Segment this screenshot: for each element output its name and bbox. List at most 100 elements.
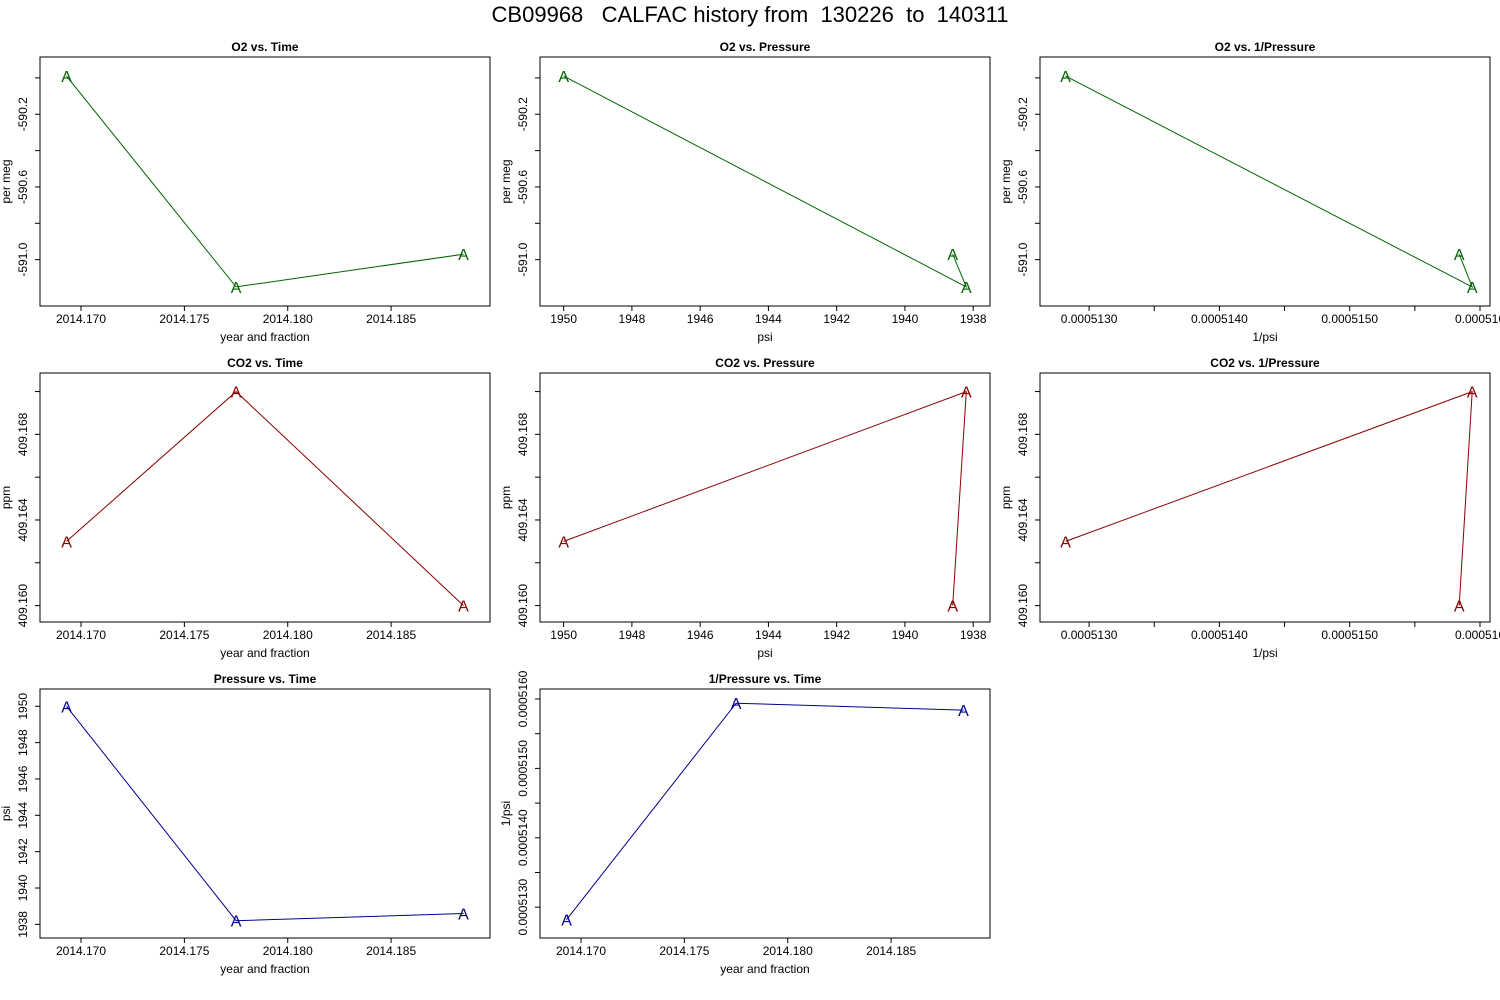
x-tick-label: 0.0005130 (1061, 312, 1118, 326)
x-tick-label: 2014.180 (263, 944, 313, 958)
y-tick-label: -590.6 (1016, 170, 1030, 204)
x-tick-label: 0.0005150 (1321, 312, 1378, 326)
x-tick-label: 1946 (687, 312, 714, 326)
x-tick-label: 1950 (550, 628, 577, 642)
x-tick-label: 2014.180 (263, 312, 313, 326)
x-tick-label: 2014.185 (366, 628, 416, 642)
x-tick-label: 1948 (619, 628, 646, 642)
chart-panel: O2 vs. Pressure 1950 1948 1946 1944 1942 1940 1… (499, 40, 991, 344)
data-point-marker: A (231, 280, 242, 297)
y-tick-label: -590.2 (16, 97, 30, 131)
y-tick-label: 1946 (16, 765, 30, 792)
x-tick-label: 1946 (687, 628, 714, 642)
chart-title: 1/Pressure vs. Time (709, 672, 822, 686)
y-tick-label: -591.0 (1016, 242, 1030, 276)
plot-frame (39, 688, 491, 939)
data-point-marker: A (731, 696, 742, 713)
data-point-marker: A (958, 703, 969, 720)
x-tick-label: 2014.185 (866, 944, 916, 958)
x-axis-label: year and fraction (220, 962, 309, 976)
x-tick-label: 1942 (823, 312, 850, 326)
chart-title: O2 vs. 1/Pressure (1215, 40, 1316, 54)
y-axis-label: per meg (999, 159, 1013, 203)
plot-frame (1039, 56, 1491, 307)
data-point-marker: A (458, 247, 469, 264)
data-point-marker: A (961, 280, 972, 297)
x-tick-label: 0.000516 (1455, 312, 1500, 326)
x-tick-label: 1942 (823, 628, 850, 642)
series-line (1065, 390, 1473, 606)
x-tick-label: 0.0005140 (1191, 312, 1248, 326)
series-line (66, 390, 464, 606)
x-tick-label: 1944 (755, 628, 782, 642)
x-tick-label: 1940 (892, 628, 919, 642)
data-point-marker: A (558, 534, 569, 551)
y-axis-label: psi (0, 806, 13, 821)
y-tick-label: 0.0005160 (516, 670, 530, 727)
y-tick-label: 1938 (16, 911, 30, 938)
x-axis-label: year and fraction (720, 962, 809, 976)
y-tick-label: 1942 (16, 838, 30, 865)
y-tick-label: -590.2 (1016, 97, 1030, 131)
data-point-marker: A (1454, 247, 1465, 264)
data-point-marker: A (61, 69, 72, 86)
chart-panel: CO2 vs. Pressure 1950 1948 1946 1944 1942 1940… (499, 356, 991, 660)
y-tick-label: 409.168 (1016, 412, 1030, 456)
y-axis-label: ppm (999, 486, 1013, 509)
x-tick-label: 2014.175 (159, 628, 209, 642)
y-axis-label: ppm (499, 486, 513, 509)
x-tick-label: 2014.185 (366, 312, 416, 326)
y-tick-label: 409.164 (516, 498, 530, 542)
page-title: CB09968 CALFAC history from 130226 to 14… (491, 2, 1009, 27)
y-axis-label: 1/psi (499, 801, 513, 826)
chart-panel: CO2 vs. 1/Pressure 0.0005130 0.0005140 0.00… (999, 356, 1500, 660)
series-line (1065, 75, 1474, 288)
x-tick-label: 1940 (892, 312, 919, 326)
chart-panel: 1/Pressure vs. Time 2014.170 2014.175 2014.… (499, 670, 991, 976)
plot-frame (539, 688, 991, 939)
chart-panel: CO2 vs. Time 2014.170 2014.175 2014.180 2014… (0, 356, 491, 660)
y-tick-label: 409.160 (16, 584, 30, 628)
data-point-marker: A (61, 699, 72, 716)
x-tick-label: 2014.170 (56, 312, 106, 326)
data-point-marker: A (1467, 385, 1478, 402)
chart-title: O2 vs. Pressure (720, 40, 811, 54)
data-point-marker: A (1454, 599, 1465, 616)
x-tick-label: 0.0005140 (1191, 628, 1248, 642)
chart-panel: O2 vs. 1/Pressure 0.0005130 0.0005140 0.000… (999, 40, 1500, 344)
x-tick-label: 2014.180 (263, 628, 313, 642)
plot-frame (539, 372, 991, 623)
x-tick-label: 2014.175 (159, 312, 209, 326)
chart-panel: Pressure vs. Time 2014.170 2014.175 2014.18… (0, 672, 491, 976)
y-tick-label: -590.2 (516, 97, 530, 131)
x-tick-label: 1944 (755, 312, 782, 326)
data-point-marker: A (231, 914, 242, 931)
x-tick-label: 2014.175 (659, 944, 709, 958)
x-tick-label: 1938 (960, 312, 987, 326)
data-point-marker: A (947, 599, 958, 616)
chart-title: CO2 vs. 1/Pressure (1210, 356, 1320, 370)
y-tick-label: 409.164 (1016, 498, 1030, 542)
y-tick-label: 1940 (16, 874, 30, 901)
data-point-marker: A (1467, 280, 1478, 297)
data-point-marker: A (961, 385, 972, 402)
chart-panel: O2 vs. Time 2014.170 2014.175 2014.180 2014.… (0, 40, 491, 344)
x-tick-label: 0.0005130 (1061, 628, 1118, 642)
data-point-marker: A (1060, 69, 1071, 86)
y-tick-label: -591.0 (16, 242, 30, 276)
y-tick-label: 1948 (16, 729, 30, 756)
x-tick-label: 2014.170 (56, 944, 106, 958)
x-tick-label: 1948 (619, 312, 646, 326)
y-tick-label: -590.6 (516, 170, 530, 204)
series-line (66, 705, 464, 922)
x-axis-label: year and fraction (220, 330, 309, 344)
series-line (563, 75, 968, 288)
y-tick-label: 409.160 (516, 584, 530, 628)
x-tick-label: 1950 (550, 312, 577, 326)
y-tick-label: 1944 (16, 802, 30, 829)
data-point-marker: A (947, 247, 958, 264)
x-tick-label: 2014.175 (159, 944, 209, 958)
data-point-marker: A (458, 906, 469, 923)
chart-title: CO2 vs. Pressure (715, 356, 815, 370)
